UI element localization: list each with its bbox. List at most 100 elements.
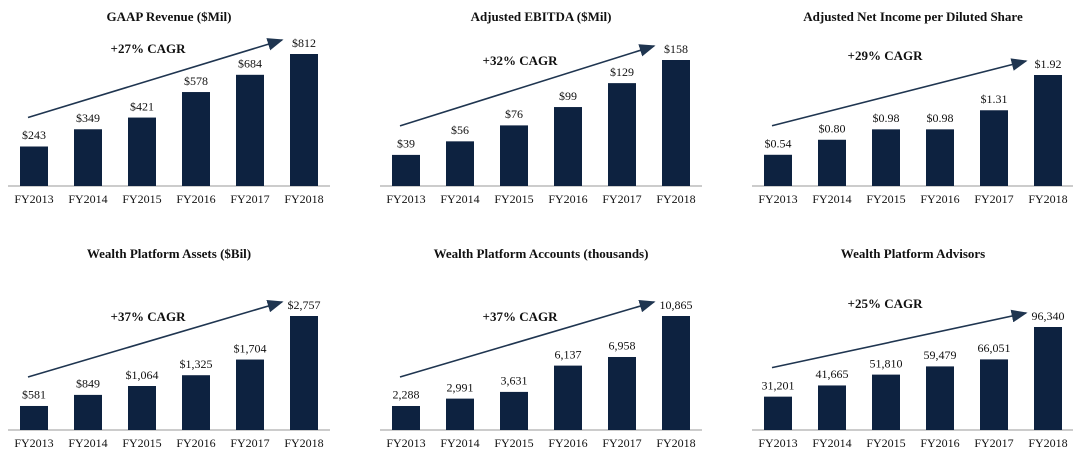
x-tick-label: FY2017: [602, 436, 641, 449]
bar: [74, 394, 102, 430]
bar: [500, 125, 528, 186]
bar: [236, 359, 264, 430]
bar: [764, 396, 792, 430]
value-label: $99: [559, 89, 577, 103]
cagr-arrow: [399, 44, 656, 127]
chart-title: Wealth Platform Advisors: [841, 246, 985, 261]
value-label: $1.31: [981, 92, 1008, 106]
value-label: 6,958: [609, 339, 636, 353]
chart-title: Adjusted EBITDA ($Mil): [471, 9, 612, 24]
cagr-annotation: +37% CAGR: [111, 309, 187, 324]
value-label: $812: [292, 36, 316, 50]
x-tick-label: FY2013: [386, 436, 425, 449]
x-tick-label: FY2016: [920, 436, 959, 449]
cagr-annotation: +37% CAGR: [483, 309, 559, 324]
value-label: 66,051: [978, 341, 1011, 355]
x-tick-label: FY2013: [14, 436, 53, 449]
x-tick-label: FY2015: [866, 436, 905, 449]
value-label: $1,325: [180, 357, 213, 371]
cagr-annotation: +27% CAGR: [111, 41, 187, 56]
chart-title: Adjusted Net Income per Diluted Share: [803, 9, 1023, 24]
x-tick-label: FY2014: [68, 192, 107, 206]
x-tick-label: FY2013: [14, 192, 53, 206]
x-tick-label: FY2014: [440, 192, 479, 206]
value-label: 51,810: [870, 356, 903, 370]
value-label: 96,340: [1032, 309, 1065, 323]
x-tick-label: FY2016: [176, 192, 215, 206]
bar: [608, 83, 636, 186]
value-label: $684: [238, 57, 262, 71]
x-tick-label: FY2013: [758, 436, 797, 449]
value-label: $349: [76, 111, 100, 125]
bar: [1034, 75, 1062, 186]
value-label: 41,665: [816, 367, 849, 381]
cagr-arrow: [771, 309, 1028, 369]
value-label: $421: [130, 99, 154, 113]
cagr-arrow: [27, 299, 284, 378]
bar: [554, 107, 582, 186]
value-label: $581: [22, 388, 46, 402]
chart-title: Wealth Platform Assets ($Bil): [87, 246, 251, 261]
x-tick-label: FY2015: [494, 436, 533, 449]
x-tick-label: FY2018: [656, 192, 695, 206]
value-label: $0.98: [873, 111, 900, 125]
value-label: $0.54: [765, 137, 792, 151]
bar: [554, 365, 582, 430]
bar: [128, 117, 156, 186]
bar: [290, 316, 318, 430]
value-label: $39: [397, 137, 415, 151]
cagr-annotation: +32% CAGR: [483, 53, 559, 68]
x-tick-label: FY2016: [548, 436, 587, 449]
value-label: 2,288: [393, 388, 420, 402]
cagr-arrow: [27, 38, 284, 119]
value-label: $0.80: [819, 122, 846, 136]
bar: [980, 110, 1008, 186]
bar: [500, 391, 528, 430]
bar: [20, 405, 48, 430]
value-label: $243: [22, 128, 46, 142]
value-label: $1,704: [234, 341, 267, 355]
bar: [446, 141, 474, 186]
bar: [764, 154, 792, 186]
bar: [74, 129, 102, 186]
bar: [1034, 327, 1062, 430]
x-tick-label: FY2018: [1028, 436, 1067, 449]
bar: [872, 129, 900, 186]
bar: [818, 139, 846, 186]
x-tick-label: FY2013: [758, 192, 797, 206]
bar: [662, 316, 690, 430]
cagr-arrow: [399, 299, 656, 378]
chart-title: Wealth Platform Accounts (thousands): [434, 246, 649, 261]
value-label: $129: [610, 65, 634, 79]
bar: [128, 386, 156, 430]
value-label: $1,064: [126, 368, 159, 382]
bar: [182, 375, 210, 430]
x-tick-label: FY2018: [284, 192, 323, 206]
x-tick-label: FY2018: [284, 436, 323, 449]
value-label: $76: [505, 107, 523, 121]
value-label: 10,865: [660, 298, 693, 312]
value-label: $578: [184, 74, 208, 88]
bar: [392, 154, 420, 186]
chart-title: GAAP Revenue ($Mil): [107, 9, 232, 24]
bar: [926, 366, 954, 430]
bar: [392, 405, 420, 430]
x-tick-label: FY2017: [974, 192, 1013, 206]
x-tick-label: FY2015: [122, 436, 161, 449]
bar: [20, 146, 48, 186]
x-tick-label: FY2017: [974, 436, 1013, 449]
x-tick-label: FY2015: [494, 192, 533, 206]
x-tick-label: FY2015: [866, 192, 905, 206]
value-label: $56: [451, 123, 469, 137]
cagr-annotation: +25% CAGR: [848, 296, 924, 311]
bar: [608, 356, 636, 430]
x-tick-label: FY2016: [548, 192, 587, 206]
bar: [182, 92, 210, 186]
bar: [980, 359, 1008, 430]
x-tick-label: FY2017: [230, 192, 269, 206]
x-tick-label: FY2014: [812, 192, 851, 206]
bar: [446, 398, 474, 430]
cagr-arrow: [771, 58, 1028, 127]
value-label: $849: [76, 377, 100, 391]
